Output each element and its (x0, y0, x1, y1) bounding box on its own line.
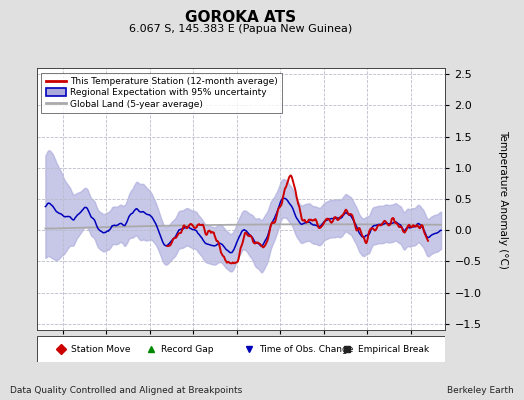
Text: GOROKA ATS: GOROKA ATS (185, 10, 297, 25)
Legend: This Temperature Station (12-month average), Regional Expectation with 95% uncer: This Temperature Station (12-month avera… (41, 72, 282, 113)
Text: 6.067 S, 145.383 E (Papua New Guinea): 6.067 S, 145.383 E (Papua New Guinea) (129, 24, 353, 34)
Text: Data Quality Controlled and Aligned at Breakpoints: Data Quality Controlled and Aligned at B… (10, 386, 243, 395)
Y-axis label: Temperature Anomaly (°C): Temperature Anomaly (°C) (498, 130, 508, 268)
Text: Berkeley Earth: Berkeley Earth (447, 386, 514, 395)
Text: Record Gap: Record Gap (161, 344, 214, 354)
Text: Empirical Break: Empirical Break (357, 344, 429, 354)
Text: Time of Obs. Change: Time of Obs. Change (259, 344, 354, 354)
Text: Station Move: Station Move (71, 344, 131, 354)
